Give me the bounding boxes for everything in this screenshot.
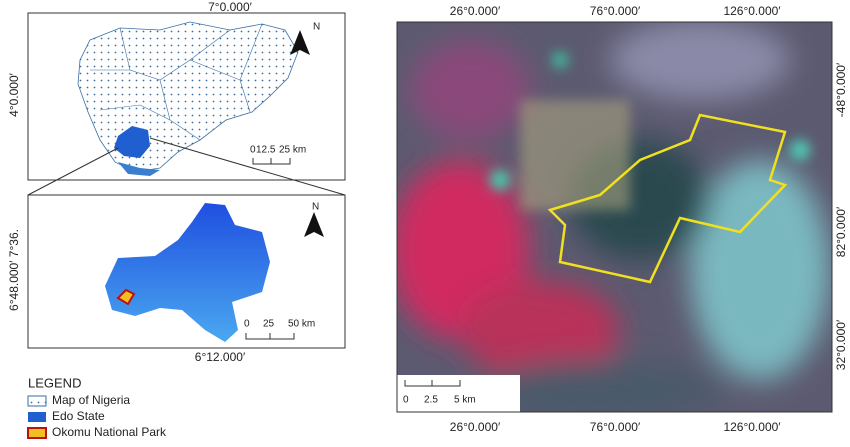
figure: 7°0.000′ 4°0.000′ N 0 12.5 25 km 6°48.00…: [0, 0, 850, 442]
scale-label: 5 km: [454, 395, 476, 406]
scale-label: 0: [403, 395, 409, 406]
coord-label: 6°48.000′ 7°36.: [7, 229, 21, 311]
coord-label: 126°0.000′: [723, 420, 781, 434]
scale-label: 50 km: [288, 319, 315, 330]
cyan-patch: [490, 170, 510, 190]
coord-label: 76°0.000′: [590, 4, 641, 18]
legend-swatch: [28, 396, 46, 406]
legend-title: LEGEND: [28, 375, 81, 390]
scale-label: 25 km: [279, 145, 306, 156]
coord-label: 82°0.000′: [834, 206, 848, 257]
north-label: N: [313, 22, 320, 33]
red-area: [410, 40, 530, 140]
coord-label: 26°0.000′: [450, 4, 501, 18]
legend-item: Okomu National Park: [52, 425, 167, 439]
satellite-image: [390, 20, 832, 420]
gray-area: [610, 20, 790, 100]
coord-label: 126°0.000′: [723, 4, 781, 18]
cyan-area: [690, 160, 830, 380]
cyan-patch: [552, 52, 568, 68]
scale-box: [397, 375, 520, 412]
page: 7°0.000′ 4°0.000′ N 0 12.5 25 km 6°48.00…: [0, 0, 850, 442]
coord-label: 7°0.000′: [208, 0, 253, 14]
coord-label: 6°12.000′: [195, 350, 246, 364]
coord-label: 4°0.000′: [7, 72, 21, 117]
coord-label: 26°0.000′: [450, 420, 501, 434]
scale-label: 12.5: [256, 145, 276, 156]
scale-label: 25: [263, 319, 275, 330]
coord-label: 32°0.000′: [834, 319, 848, 370]
legend-swatch: [28, 428, 46, 438]
cyan-patch: [790, 140, 810, 160]
plantation: [520, 100, 630, 210]
coord-label: 76°0.000′: [590, 420, 641, 434]
north-label: N: [312, 202, 319, 213]
scale-label: 0: [244, 319, 250, 330]
legend-item: Map of Nigeria: [52, 393, 130, 407]
coord-label: -48°0.000′: [834, 62, 848, 117]
legend-swatch: [28, 412, 46, 422]
legend-item: Edo State: [52, 409, 105, 423]
scale-label: 2.5: [424, 395, 438, 406]
